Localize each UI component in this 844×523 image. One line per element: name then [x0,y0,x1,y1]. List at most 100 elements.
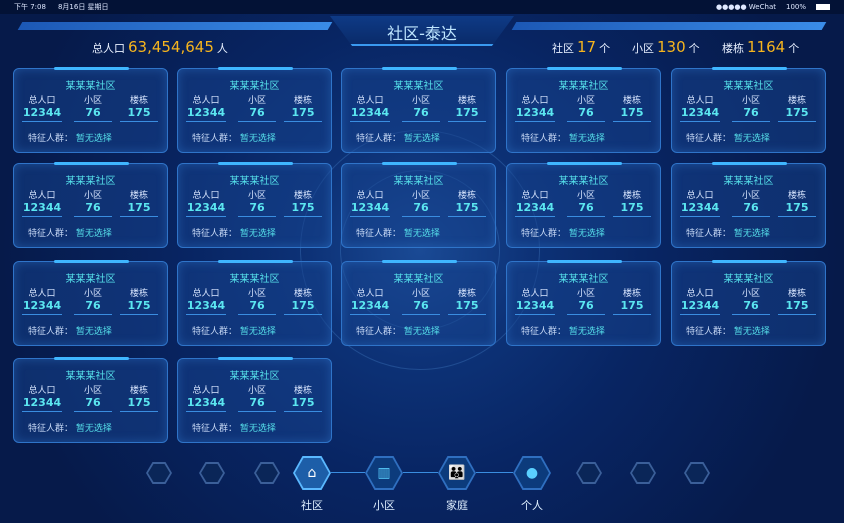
feature-group: 特征人群： 暂无选择 [686,131,770,144]
estate-value: 130 [657,38,686,56]
community-name: 某某某社区 [65,176,116,187]
population-label: 总人口 [28,386,56,396]
community-card[interactable]: 某某某社区 总人口 12344 小区 76 楼栋 175 特征人群： 暂无选择 [13,162,168,248]
community-name: 某某某社区 [723,81,774,92]
estate-value: 76 [402,106,440,122]
estate-stat: 小区 76 [732,188,770,217]
feature-value[interactable]: 暂无选择 [75,229,112,239]
community-card[interactable]: 某某某社区 总人口 12344 小区 76 楼栋 175 特征人群： 暂无选择 [13,67,168,153]
community-name: 某某某社区 [558,176,609,187]
feature-value[interactable]: 暂无选择 [403,327,440,337]
feature-value[interactable]: 暂无选择 [403,229,440,239]
battery-icon [816,4,830,10]
nav-item-community[interactable]: ⌂ [293,456,331,490]
feature-value[interactable]: 暂无选择 [239,424,276,434]
estate-value: 76 [402,299,440,315]
community-card[interactable]: 某某某社区 总人口 12344 小区 76 楼栋 175 特征人群： 暂无选择 [671,162,826,248]
population-stat: 总人口 12344 [680,188,720,217]
feature-value[interactable]: 暂无选择 [75,424,112,434]
community-card[interactable]: 某某某社区 总人口 12344 小区 76 楼栋 175 特征人群： 暂无选择 [671,67,826,153]
community-card[interactable]: 某某某社区 总人口 12344 小区 76 楼栋 175 特征人群： 暂无选择 [506,162,661,248]
estate-value: 76 [238,396,276,412]
feature-value[interactable]: 暂无选择 [239,229,276,239]
estate-stat: 小区 76 [74,286,112,315]
status-battery: 100% [785,3,806,11]
population-label: 总人口 [192,191,220,201]
population-unit: 人 [216,42,228,55]
community-card[interactable]: 某某某社区 总人口 12344 小区 76 楼栋 175 特征人群： 暂无选择 [13,357,168,443]
population-stat: 总人口 12344 [680,286,720,315]
population-label: 总人口 [356,191,384,201]
estate-label: 小区 [741,191,760,201]
community-card[interactable]: 某某某社区 总人口 12344 小区 76 楼栋 175 特征人群： 暂无选择 [341,67,496,153]
estate-stat: 小区 76 [402,286,440,315]
nav-label[interactable]: 社区 [301,499,323,512]
community-card[interactable]: 某某某社区 总人口 12344 小区 76 楼栋 175 特征人群： 暂无选择 [506,260,661,346]
nav-item-family[interactable]: 👪 [438,456,476,490]
feature-value[interactable]: 暂无选择 [75,134,112,144]
nav-item-person[interactable]: ● [513,456,551,490]
population-label: 总人口 [521,96,549,106]
building-stat: 楼栋 175 [448,286,486,315]
population-value: 12344 [680,201,720,217]
building-value: 175 [448,201,486,217]
nav-label[interactable]: 家庭 [446,499,468,512]
nav-label[interactable]: 小区 [373,499,395,512]
feature-value[interactable]: 暂无选择 [75,327,112,337]
header-bar-right [511,22,827,30]
community-card[interactable]: 某某某社区 总人口 12344 小区 76 楼栋 175 特征人群： 暂无选择 [13,260,168,346]
community-card[interactable]: 某某某社区 总人口 12344 小区 76 楼栋 175 特征人群： 暂无选择 [177,162,332,248]
community-unit: 个 [599,42,611,55]
header-bar-left [17,22,333,30]
feature-value[interactable]: 暂无选择 [568,327,605,337]
feature-group: 特征人群： 暂无选择 [356,226,440,239]
community-card[interactable]: 某某某社区 总人口 12344 小区 76 楼栋 175 特征人群： 暂无选择 [341,260,496,346]
community-card[interactable]: 某某某社区 总人口 12344 小区 76 楼栋 175 特征人群： 暂无选择 [341,162,496,248]
community-card[interactable]: 某某某社区 总人口 12344 小区 76 楼栋 175 特征人群： 暂无选择 [671,260,826,346]
feature-label: 特征人群： [686,229,732,239]
community-card[interactable]: 某某某社区 总人口 12344 小区 76 楼栋 175 特征人群： 暂无选择 [177,357,332,443]
community-card[interactable]: 某某某社区 总人口 12344 小区 76 楼栋 175 特征人群： 暂无选择 [506,67,661,153]
population-stat: 总人口 12344 [22,188,62,217]
feature-value[interactable]: 暂无选择 [733,229,770,239]
community-count: 社区 17 个 [552,38,610,56]
population-label: 总人口 [28,96,56,106]
building-stat: 楼栋 175 [284,286,322,315]
bottom-nav: ⌂ 社区 ▥ 小区 👪 家庭 ● 个人 [0,456,844,523]
building-label: 楼栋 [293,191,312,201]
nav-label[interactable]: 个人 [521,499,543,512]
feature-value[interactable]: 暂无选择 [239,134,276,144]
feature-value[interactable]: 暂无选择 [403,134,440,144]
feature-label: 特征人群： [521,327,567,337]
estate-label: 小区 [411,191,430,201]
building-value: 175 [448,299,486,315]
estate-value: 76 [732,201,770,217]
feature-value[interactable]: 暂无选择 [568,229,605,239]
population-label: 总人口 [92,42,125,55]
building-value: 175 [448,106,486,122]
building-value: 175 [120,299,158,315]
feature-label: 特征人群： [521,229,567,239]
building-value: 175 [284,299,322,315]
community-card[interactable]: 某某某社区 总人口 12344 小区 76 楼栋 175 特征人群： 暂无选择 [177,67,332,153]
building-value: 175 [120,201,158,217]
building-stat: 楼栋 175 [284,188,322,217]
status-bar: 下午 7:08 8月16日 星期日 ●●●●● WeChat 100% [0,0,844,14]
nav-connector [476,472,513,473]
population-value: 12344 [515,299,555,315]
community-name: 某某某社区 [393,176,444,187]
feature-value[interactable]: 暂无选择 [733,327,770,337]
community-card[interactable]: 某某某社区 总人口 12344 小区 76 楼栋 175 特征人群： 暂无选择 [177,260,332,346]
estate-stat: 小区 76 [567,93,605,122]
population-stat: 总人口 12344 [515,93,555,122]
nav-connector [331,472,365,473]
population-value: 12344 [186,299,226,315]
estate-label: 小区 [411,289,430,299]
feature-value[interactable]: 暂无选择 [239,327,276,337]
feature-label: 特征人群： [28,327,74,337]
nav-item-estate[interactable]: ▥ [365,456,403,490]
building-label: 楼栋 [293,96,312,106]
building-stat: 楼栋 175 [120,286,158,315]
feature-value[interactable]: 暂无选择 [568,134,605,144]
feature-value[interactable]: 暂无选择 [733,134,770,144]
